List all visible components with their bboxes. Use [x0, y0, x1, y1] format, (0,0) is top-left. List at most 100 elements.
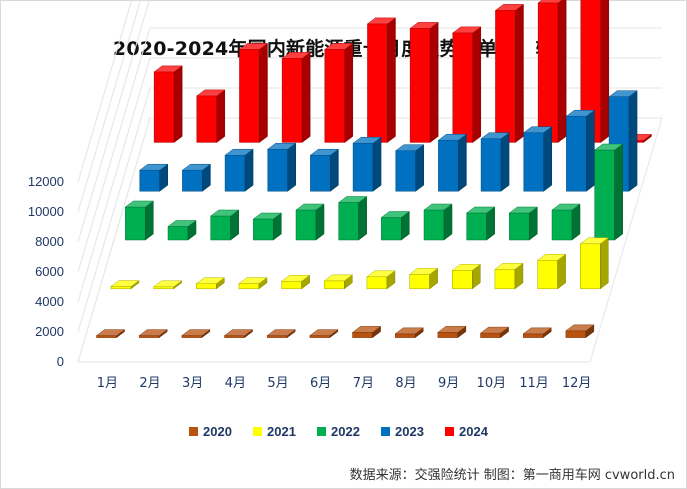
bar-2024-10月 — [537, 0, 567, 143]
bar-2021-3月 — [195, 277, 226, 290]
y-axis: 0 2000 4000 6000 8000 10000 12000 — [28, 174, 64, 369]
bar-2024-4月 — [281, 51, 311, 143]
bar-2024-11月 — [580, 0, 610, 143]
bar-2021-9月 — [451, 263, 482, 290]
bar-2022-6月 — [337, 196, 368, 241]
bar-2022-3月 — [209, 209, 240, 241]
bar-2022-9月 — [465, 206, 496, 241]
bar-2023-4月 — [266, 142, 297, 192]
legend: 2020 2021 2022 2023 2024 — [189, 424, 489, 439]
bar-2021-12月 — [579, 237, 610, 290]
y-tick-label: 0 — [57, 354, 64, 369]
bar-2023-5月 — [309, 148, 340, 192]
bar-2022-7月 — [380, 211, 411, 241]
y-tick-label: 2000 — [35, 324, 64, 339]
legend-swatch-2022 — [317, 427, 326, 436]
bar-2020-8月 — [394, 327, 424, 339]
bar-2022-12月 — [593, 143, 624, 241]
series-2022 — [124, 143, 624, 241]
bar-2023-10月 — [522, 126, 553, 192]
y-tick-label: 4000 — [35, 294, 64, 309]
bar-2020-11月 — [522, 327, 552, 339]
bar-2020-6月 — [309, 329, 339, 339]
gridline-side-4 — [77, 0, 150, 243]
bar-2023-3月 — [224, 148, 254, 192]
bar-2020-9月 — [437, 325, 467, 339]
bar-2022-1月 — [124, 200, 155, 241]
bar-2023-6月 — [352, 136, 382, 192]
y-tick-label: 12000 — [28, 174, 64, 189]
x-tick-label: 4月 — [225, 376, 246, 391]
legend-swatch-2020 — [189, 427, 198, 436]
bar-2021-8月 — [408, 267, 439, 290]
y-tick-label: 6000 — [35, 264, 64, 279]
bar-2024-3月 — [238, 42, 269, 143]
gridline-side-1 — [77, 87, 151, 333]
bar-2020-12月 — [565, 324, 595, 339]
legend-label-2023: 2023 — [395, 424, 424, 439]
bar-2022-11月 — [551, 203, 581, 241]
bar-2021-7月 — [366, 270, 396, 290]
bar-2021-10月 — [494, 262, 524, 290]
legend-swatch-2021 — [253, 427, 262, 436]
bar-2020-4月 — [223, 329, 254, 339]
legend-label-2024: 2024 — [459, 424, 489, 439]
x-tick-label: 3月 — [182, 376, 203, 391]
gridline-side-6 — [77, 0, 133, 183]
bar-2024-8月 — [452, 26, 482, 143]
series-2020 — [95, 324, 595, 339]
bar-2023-11月 — [565, 109, 596, 192]
y-tick-label: 10000 — [28, 204, 64, 219]
series-2023 — [138, 90, 638, 192]
bar-2020-1月 — [95, 329, 126, 339]
legend-label-2021: 2021 — [267, 424, 296, 439]
legend-label-2020: 2020 — [203, 424, 232, 439]
bar-2023-8月 — [437, 133, 468, 192]
bar-2022-2月 — [167, 220, 197, 241]
x-tick-label: 10月 — [477, 376, 507, 391]
legend-swatch-2024 — [445, 427, 454, 436]
bar-2020-3月 — [181, 329, 211, 339]
source-note: 数据来源：交强险统计 制图：第一商用车网 cvworld.cn — [349, 468, 675, 483]
x-tick-label: 1月 — [97, 376, 118, 391]
bar-2020-7月 — [351, 325, 382, 339]
bar-2023-2月 — [181, 163, 212, 192]
bar-2020-10月 — [479, 326, 510, 339]
bar-2023-1月 — [138, 163, 169, 192]
legend-label-2022: 2022 — [331, 424, 360, 439]
bar-2022-5月 — [295, 203, 325, 241]
x-tick-label: 2月 — [139, 376, 160, 391]
bar-2022-10月 — [508, 206, 539, 241]
x-axis: 1月 2月 3月 4月 5月 6月 7月 8月 9月 10月 11月 12月 — [97, 376, 592, 391]
bar-2021-6月 — [323, 274, 354, 290]
bar-2021-5月 — [280, 274, 311, 290]
bar-2021-1月 — [110, 280, 140, 290]
bar-2024-1月 — [153, 65, 183, 143]
bar-2020-5月 — [266, 329, 296, 339]
x-tick-label: 12月 — [562, 376, 592, 391]
y-tick-label: 8000 — [35, 234, 64, 249]
gridlines — [77, 0, 662, 363]
bar-2024-2月 — [196, 89, 226, 143]
gridline-side-2 — [77, 57, 151, 303]
bar-2024-9月 — [494, 3, 525, 143]
floor-outline — [77, 117, 663, 363]
gridline-side-5 — [77, 0, 142, 213]
bar-2022-4月 — [252, 212, 283, 241]
bar-2023-9月 — [480, 132, 510, 192]
bar-2024-7月 — [409, 21, 439, 143]
series-2021 — [110, 237, 610, 290]
bar-2021-4月 — [238, 277, 268, 290]
x-tick-label: 7月 — [353, 376, 374, 391]
gridline-side-3 — [77, 27, 151, 273]
bar-2023-7月 — [394, 144, 425, 192]
legend-swatch-2023 — [381, 427, 390, 436]
bar-2021-2月 — [152, 280, 183, 290]
bar-2024-5月 — [324, 42, 354, 143]
bar-2020-2月 — [138, 329, 168, 339]
bar-2022-8月 — [423, 203, 453, 241]
bar-2021-11月 — [536, 253, 567, 290]
x-tick-label: 5月 — [267, 376, 288, 391]
bars — [95, 0, 653, 339]
